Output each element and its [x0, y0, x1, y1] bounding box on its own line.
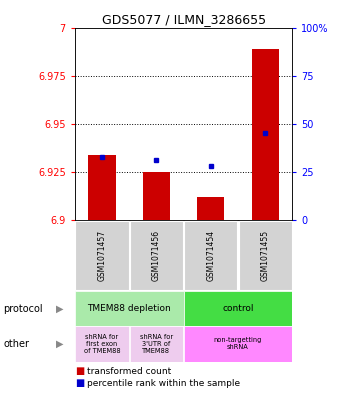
- Title: GDS5077 / ILMN_3286655: GDS5077 / ILMN_3286655: [102, 13, 266, 26]
- Text: transformed count: transformed count: [87, 367, 171, 376]
- Bar: [130, 326, 183, 362]
- Bar: [75, 221, 129, 290]
- Text: shRNA for
first exon
of TMEM88: shRNA for first exon of TMEM88: [84, 334, 120, 354]
- Text: ■: ■: [75, 378, 84, 388]
- Text: GSM1071457: GSM1071457: [98, 230, 106, 281]
- Text: other: other: [3, 339, 29, 349]
- Text: GSM1071454: GSM1071454: [206, 230, 215, 281]
- Bar: [184, 221, 237, 290]
- Bar: [75, 291, 184, 326]
- Bar: [88, 154, 116, 220]
- Text: protocol: protocol: [3, 303, 43, 314]
- Bar: [75, 326, 129, 362]
- Text: ▶: ▶: [56, 303, 64, 314]
- Bar: [184, 291, 292, 326]
- Bar: [239, 221, 292, 290]
- Bar: [252, 49, 279, 220]
- Bar: [197, 197, 224, 220]
- Text: GSM1071456: GSM1071456: [152, 230, 161, 281]
- Text: percentile rank within the sample: percentile rank within the sample: [87, 379, 240, 387]
- Bar: [143, 172, 170, 220]
- Text: control: control: [222, 304, 254, 313]
- Bar: [184, 326, 292, 362]
- Text: ▶: ▶: [56, 339, 64, 349]
- Text: GSM1071455: GSM1071455: [261, 230, 270, 281]
- Text: non-targetting
shRNA: non-targetting shRNA: [214, 337, 262, 351]
- Text: TMEM88 depletion: TMEM88 depletion: [87, 304, 171, 313]
- Text: ■: ■: [75, 366, 84, 376]
- Bar: [130, 221, 183, 290]
- Text: shRNA for
3'UTR of
TMEM88: shRNA for 3'UTR of TMEM88: [140, 334, 173, 354]
